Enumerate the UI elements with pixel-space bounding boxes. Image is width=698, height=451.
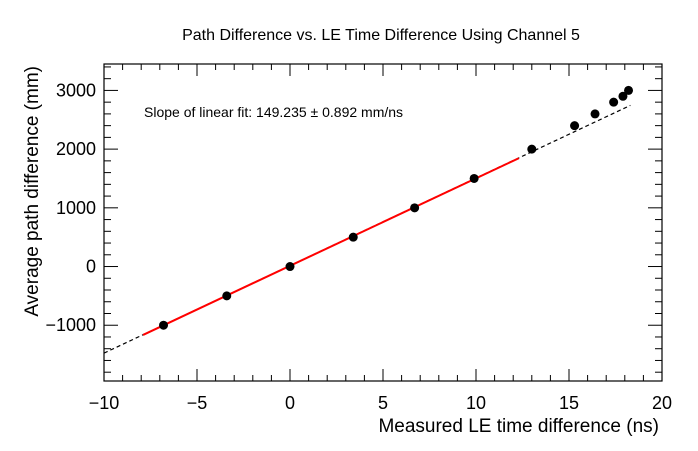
data-point [590,109,600,119]
data-point [469,173,479,183]
y-tick-label: 2000 [56,139,96,159]
data-point [624,85,634,95]
y-tick-label: 3000 [56,80,96,100]
data-point [609,97,619,107]
fit-slope-annotation: Slope of linear fit: 149.235 ± 0.892 mm/… [144,104,403,120]
data-point [618,91,628,101]
x-tick-label: 15 [559,393,579,413]
x-tick-label: 10 [466,393,486,413]
data-point [570,121,580,131]
data-point [222,291,232,301]
data-point [159,320,169,330]
data-marks [103,85,634,354]
axis-tick-labels: −10 −5 0 5 10 15 20 −1000 0 1000 2000 3000 [45,80,672,413]
chart-title: Path Difference vs. LE Time Difference U… [182,27,580,44]
y-axis-title: Average path difference (mm) [22,66,43,317]
data-point [527,144,537,154]
x-tick-label: 5 [378,393,388,413]
fit-line [142,157,520,336]
axis-ticks [103,64,663,381]
data-point [348,232,358,242]
data-point [410,203,420,213]
x-tick-label: −10 [89,393,120,413]
y-tick-label: 0 [86,257,96,277]
y-tick-label: −1000 [45,315,96,335]
x-axis-title: Measured LE time difference (ns) [378,416,659,437]
x-tick-label: 0 [285,393,295,413]
y-tick-label: 1000 [56,198,96,218]
x-tick-label: 20 [652,393,672,413]
x-tick-label: −5 [187,393,208,413]
data-point [285,262,295,272]
